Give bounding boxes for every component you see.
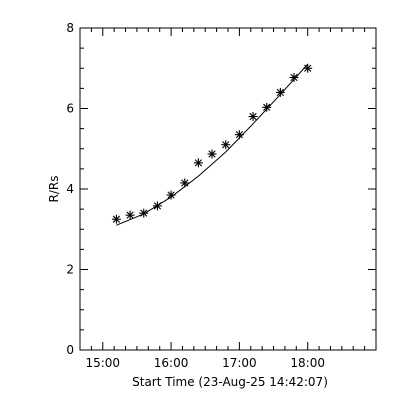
plot-frame bbox=[79, 27, 377, 351]
fit-curve bbox=[116, 63, 309, 226]
data-point bbox=[180, 178, 190, 188]
data-point bbox=[221, 140, 231, 150]
y-tick-label: 6 bbox=[66, 102, 74, 116]
marker-stroke bbox=[140, 209, 148, 217]
x-tick-label: 15:00 bbox=[85, 356, 120, 370]
y-tick-label: 2 bbox=[66, 263, 74, 277]
x-tick-label: 17:00 bbox=[222, 356, 257, 370]
y-tick-label: 0 bbox=[66, 343, 74, 357]
marker-stroke bbox=[126, 211, 134, 219]
marker-stroke bbox=[263, 103, 271, 111]
marker-stroke bbox=[194, 159, 203, 167]
marker-stroke bbox=[235, 131, 244, 139]
y-tick-label: 8 bbox=[66, 21, 74, 35]
data-point bbox=[275, 87, 285, 97]
marker-stroke bbox=[167, 191, 175, 199]
marker-stroke bbox=[304, 64, 312, 72]
data-point bbox=[193, 158, 203, 168]
marker-stroke bbox=[276, 88, 284, 97]
data-point bbox=[234, 130, 244, 140]
x-axis-title: Start Time (23-Aug-25 14:42:07) bbox=[132, 375, 328, 389]
marker-stroke bbox=[222, 141, 230, 149]
data-point bbox=[207, 149, 217, 159]
data-point bbox=[152, 201, 162, 211]
marker-stroke bbox=[249, 112, 257, 121]
data-point bbox=[303, 63, 313, 73]
tick-labels: 0 2 4 6 8 15:00 16:00 17:00 18:00 bbox=[66, 21, 325, 370]
y-axis-title: R/Rs bbox=[47, 176, 61, 203]
data-point bbox=[166, 190, 176, 200]
data-point bbox=[139, 208, 149, 218]
data-point bbox=[248, 112, 258, 122]
x-tick-label: 18:00 bbox=[290, 356, 325, 370]
data-point bbox=[125, 210, 135, 220]
x-tick-label: 16:00 bbox=[154, 356, 189, 370]
marker-stroke bbox=[181, 179, 189, 187]
marker-stroke bbox=[112, 215, 121, 223]
ticks bbox=[79, 27, 377, 351]
data-point bbox=[262, 102, 272, 112]
data-point bbox=[111, 214, 121, 224]
y-tick-label: 4 bbox=[66, 182, 74, 196]
marker-stroke bbox=[153, 202, 162, 210]
data-markers bbox=[111, 63, 313, 224]
data-point bbox=[289, 73, 299, 83]
marker-stroke bbox=[208, 150, 216, 158]
marker-stroke bbox=[290, 73, 298, 82]
